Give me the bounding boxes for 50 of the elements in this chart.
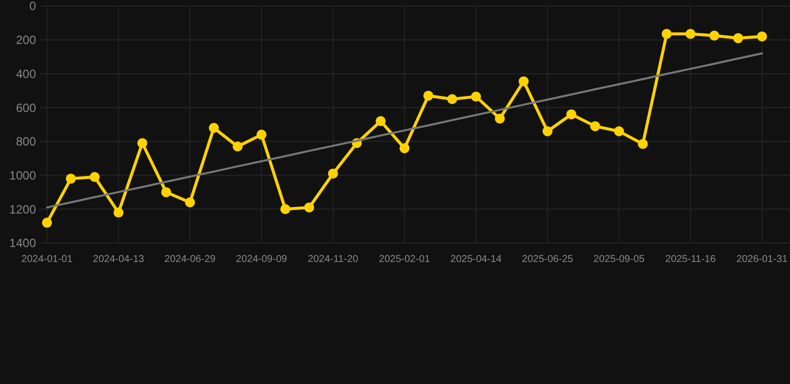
point xyxy=(757,31,767,42)
point xyxy=(376,116,386,126)
x-tick-label: 2025-06-25 xyxy=(522,254,574,265)
x-tick-label: 2024-04-13 xyxy=(92,254,145,265)
point xyxy=(686,28,696,39)
point xyxy=(423,90,434,101)
point xyxy=(185,197,195,208)
point xyxy=(280,204,290,214)
point xyxy=(566,109,576,120)
y-tick-label: 1000 xyxy=(9,168,36,182)
y-tick-label: 200 xyxy=(16,33,36,48)
y-tick-label: 600 xyxy=(16,100,36,115)
point xyxy=(542,126,552,136)
x-tick-label: 2024-11-20 xyxy=(308,254,359,265)
point xyxy=(232,142,243,152)
y-tick-label: 0 xyxy=(29,0,36,14)
point xyxy=(638,138,648,149)
point xyxy=(114,208,124,218)
point xyxy=(90,172,100,182)
x-tick-label: 2024-06-29 xyxy=(164,254,216,265)
point xyxy=(161,187,172,198)
point xyxy=(733,33,744,44)
y-tick-label: 1200 xyxy=(9,202,36,216)
y-tick-label: 1400 xyxy=(9,236,36,250)
point xyxy=(400,143,410,154)
y-tick-label: 400 xyxy=(16,66,36,81)
x-tick-label: 2025-02-01 xyxy=(378,254,431,265)
x-tick-label: 2025-09-05 xyxy=(593,254,646,265)
x-tick-label: 2025-04-14 xyxy=(450,254,502,265)
point xyxy=(494,114,505,124)
line-series xyxy=(46,52,763,208)
point xyxy=(709,30,720,41)
point xyxy=(304,202,314,212)
point xyxy=(471,92,481,102)
point xyxy=(328,168,338,179)
point xyxy=(66,174,76,184)
point xyxy=(208,122,219,133)
point xyxy=(518,76,529,86)
point xyxy=(256,130,266,140)
point xyxy=(42,218,52,228)
point xyxy=(137,138,148,148)
point xyxy=(614,126,624,136)
x-tick-label: 2025-11-16 xyxy=(665,254,716,265)
x-tick-label: 2026-01-31 xyxy=(736,254,788,265)
y-tick-label: 800 xyxy=(16,134,36,149)
point xyxy=(447,94,458,104)
point xyxy=(590,121,600,132)
point xyxy=(662,28,672,39)
x-tick-label: 2024-09-09 xyxy=(236,254,288,265)
x-tick-label: 2024-01-01 xyxy=(21,254,74,265)
